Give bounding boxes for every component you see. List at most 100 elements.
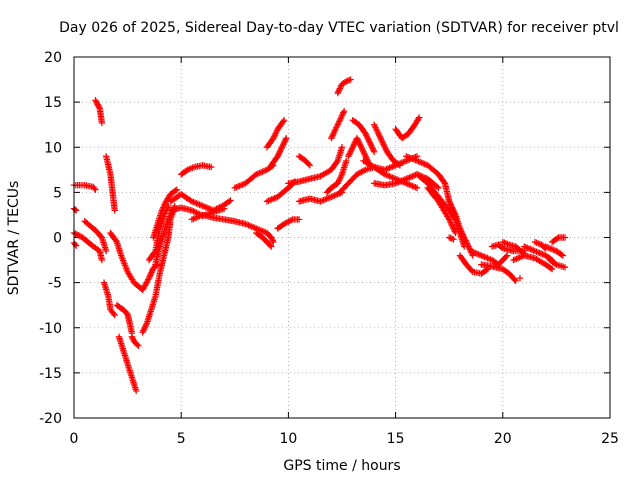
data-point — [231, 184, 238, 192]
data-point — [389, 163, 396, 170]
series-arc-28 — [295, 153, 314, 169]
data-point — [550, 246, 557, 253]
data-point — [446, 198, 453, 205]
data-point — [525, 245, 533, 252]
data-point — [472, 249, 479, 257]
data-point — [345, 153, 352, 160]
y-tick-label: 0 — [53, 231, 62, 247]
data-point — [378, 138, 386, 145]
data-point — [335, 88, 342, 95]
data-point — [551, 260, 559, 267]
data-point — [269, 195, 277, 203]
data-point — [220, 205, 228, 212]
data-point — [413, 157, 421, 164]
data-point — [332, 126, 339, 133]
data-point — [140, 326, 148, 333]
data-point — [524, 244, 531, 252]
data-point — [383, 165, 390, 173]
data-point — [364, 135, 371, 142]
data-point — [202, 204, 209, 211]
series-arc-11 — [115, 333, 140, 395]
data-point — [374, 129, 381, 136]
data-point — [257, 227, 265, 234]
data-point — [278, 144, 286, 151]
data-point — [270, 135, 277, 142]
data-point — [321, 196, 329, 203]
data-point — [464, 241, 471, 249]
data-point — [373, 126, 380, 133]
data-point — [333, 124, 340, 131]
data-point — [381, 144, 389, 151]
data-point — [479, 252, 487, 260]
data-point — [271, 132, 279, 139]
data-point — [463, 238, 470, 246]
data-point — [409, 173, 416, 180]
data-point — [161, 201, 168, 208]
data-point — [72, 230, 79, 237]
tick-label-layer: 0 5 10 15 20 25 -20 -15 -10 -5 0 5 10 15 20 — [39, 50, 619, 447]
data-point — [335, 178, 342, 186]
data-point — [165, 202, 172, 210]
data-point — [286, 217, 294, 225]
data-point — [128, 333, 136, 340]
data-point — [459, 231, 466, 238]
data-point — [245, 222, 252, 229]
data-point — [358, 144, 365, 151]
data-point — [332, 191, 340, 199]
series-arc-31 — [328, 107, 348, 142]
data-point — [339, 110, 346, 118]
data-point — [361, 151, 369, 158]
data-point — [446, 199, 454, 207]
data-point — [465, 243, 472, 250]
data-point — [208, 163, 215, 171]
y-tick-label: -5 — [48, 276, 62, 292]
data-point — [335, 177, 343, 184]
data-point — [135, 342, 142, 349]
data-point — [390, 162, 398, 170]
data-point — [335, 119, 342, 127]
data-point — [163, 205, 171, 213]
data-point — [270, 133, 278, 140]
data-point — [375, 132, 383, 139]
data-point — [548, 265, 556, 273]
data-point — [359, 147, 366, 154]
data-point — [478, 252, 485, 259]
data-point — [392, 180, 399, 187]
data-point — [227, 197, 234, 204]
data-point — [279, 118, 287, 125]
data-point — [188, 198, 196, 205]
data-point — [142, 323, 149, 330]
data-point — [288, 217, 295, 224]
data-point — [448, 220, 455, 228]
data-point — [448, 222, 456, 229]
data-point — [226, 198, 233, 205]
data-point — [462, 237, 469, 244]
data-point — [456, 225, 464, 232]
data-point — [357, 142, 364, 149]
data-point — [148, 267, 156, 275]
data-point — [389, 174, 396, 181]
x-tick-label: 20 — [494, 431, 512, 447]
series-arc-50 — [510, 252, 556, 273]
data-point — [404, 153, 412, 161]
series-arc-35 — [349, 116, 378, 155]
data-point — [539, 251, 546, 258]
data-point — [368, 142, 375, 149]
data-point — [280, 116, 288, 124]
data-point — [386, 173, 393, 180]
data-point — [468, 248, 476, 255]
data-point — [326, 194, 333, 201]
data-point — [328, 193, 335, 201]
data-point — [199, 202, 206, 210]
series-arc-56 — [548, 234, 569, 246]
data-point — [257, 169, 265, 176]
data-point — [248, 223, 255, 230]
data-point — [141, 324, 148, 331]
data-point — [165, 216, 172, 223]
data-point — [272, 130, 279, 137]
data-point — [71, 241, 79, 248]
data-point — [166, 213, 173, 220]
data-point — [356, 141, 364, 148]
data-point — [476, 251, 484, 259]
data-point — [331, 127, 339, 134]
